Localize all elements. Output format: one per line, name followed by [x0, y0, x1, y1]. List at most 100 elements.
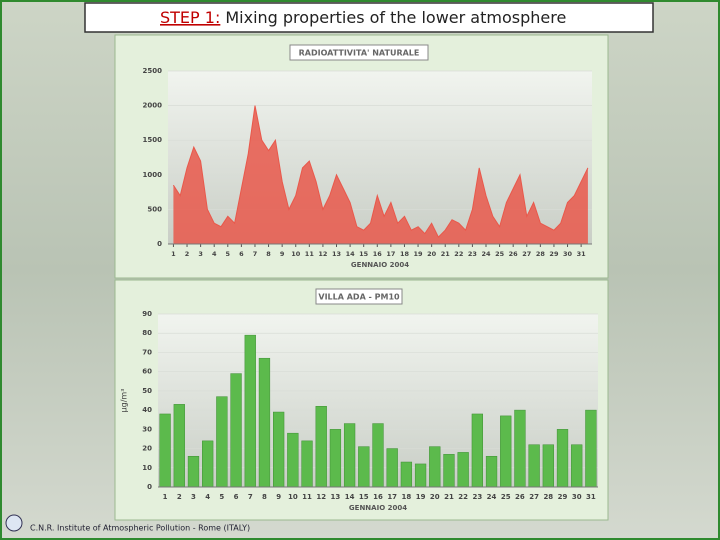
bar — [329, 429, 342, 488]
bar — [187, 455, 200, 488]
bar — [343, 423, 356, 488]
x-tick-label: 30 — [572, 493, 582, 501]
x-tick-label: 3 — [198, 250, 203, 258]
bar — [528, 444, 540, 488]
y-tick-label: 40 — [142, 406, 152, 414]
y-tick-label: 0 — [157, 240, 162, 248]
y-tick-label: 10 — [142, 464, 152, 472]
x-tick-label: 4 — [205, 493, 210, 501]
x-tick-label: 21 — [441, 250, 451, 258]
x-tick-label: 29 — [549, 250, 559, 258]
x-tick-label: 10 — [288, 493, 298, 501]
x-tick-label: 30 — [563, 250, 573, 258]
x-tick-label: 29 — [558, 493, 568, 501]
bar — [457, 452, 469, 488]
chart-title-box — [289, 44, 429, 61]
y-tick-label: 500 — [147, 205, 162, 213]
x-tick-label: 28 — [543, 493, 553, 501]
x-tick-label: 2 — [185, 250, 190, 258]
x-tick-label: 15 — [359, 493, 369, 501]
x-tick-label: 13 — [332, 250, 341, 258]
y-tick-label: 50 — [142, 387, 152, 395]
x-tick-label: 12 — [318, 250, 327, 258]
title-box — [84, 2, 654, 33]
x-tick-label: 17 — [387, 493, 397, 501]
bar — [556, 429, 569, 488]
x-tick-label: 16 — [373, 250, 383, 258]
x-tick-label: 13 — [331, 493, 341, 501]
x-tick-label: 10 — [291, 250, 301, 258]
bar — [571, 444, 583, 488]
logo — [5, 514, 23, 532]
x-tick-label: 7 — [253, 250, 258, 258]
x-tick-label: 2 — [177, 493, 182, 501]
x-tick-label: 27 — [522, 250, 531, 258]
bar — [301, 440, 313, 488]
x-tick-label: 15 — [359, 250, 369, 258]
x-tick-label: 23 — [472, 493, 482, 501]
bar — [443, 454, 455, 488]
chart-title-box — [315, 288, 403, 305]
title-step: STEP 1: — [160, 8, 220, 27]
y-tick-label: 90 — [142, 310, 152, 318]
x-tick-label: 7 — [248, 493, 253, 501]
x-tick-label: 22 — [454, 250, 463, 258]
y-tick-label: 1000 — [143, 171, 163, 179]
y-tick-label: 1500 — [143, 136, 163, 144]
x-tick-label: 12 — [316, 493, 326, 501]
bar — [273, 411, 285, 488]
x-tick-label: 19 — [416, 493, 426, 501]
area-fill — [173, 105, 588, 244]
x-tick-label: 1 — [163, 493, 168, 501]
y-tick-label: 70 — [142, 348, 152, 356]
slide-title: STEP 1: Mixing properties of the lower at… — [160, 8, 566, 27]
bar — [514, 409, 526, 488]
bar — [542, 444, 554, 488]
x-tick-label: 24 — [481, 250, 491, 258]
x-tick-label: 18 — [402, 493, 412, 501]
area-line — [172, 105, 589, 238]
x-tick-label: 9 — [280, 250, 285, 258]
x-axis-label: GENNAIO 2004 — [351, 261, 409, 269]
title-text: Mixing properties of the lower atmospher… — [225, 8, 566, 27]
chart-title: RADIOATTIVITA' NATURALE — [299, 49, 420, 58]
x-tick-label: 22 — [458, 493, 468, 501]
bar — [414, 463, 427, 488]
bar — [471, 413, 483, 488]
x-tick-label: 20 — [430, 493, 440, 501]
y-tick-label: 0 — [147, 483, 152, 491]
bar — [159, 413, 171, 488]
x-tick-label: 11 — [302, 493, 312, 501]
footer: C.N.R. Institute of Atmospheric Pollutio… — [30, 524, 250, 533]
x-tick-label: 1 — [171, 250, 176, 258]
x-tick-label: 26 — [515, 493, 525, 501]
bar — [429, 446, 441, 488]
bar — [244, 334, 256, 488]
x-axis-label: GENNAIO 2004 — [349, 504, 407, 512]
x-tick-label: 5 — [226, 250, 231, 258]
x-tick-label: 19 — [414, 250, 424, 258]
y-tick-label: 2000 — [143, 102, 163, 110]
x-tick-label: 11 — [305, 250, 315, 258]
x-tick-label: 18 — [400, 250, 410, 258]
x-tick-label: 4 — [212, 250, 217, 258]
bar — [372, 423, 384, 488]
x-tick-label: 6 — [234, 493, 239, 501]
x-tick-label: 16 — [373, 493, 383, 501]
y-tick-label: 2500 — [143, 67, 163, 75]
x-tick-label: 23 — [468, 250, 477, 258]
bar — [386, 448, 398, 488]
bar — [485, 455, 498, 488]
bar — [287, 432, 299, 488]
bar — [258, 357, 271, 488]
bar — [173, 404, 185, 488]
y-axis-label: µg/m³ — [120, 389, 129, 413]
x-tick-label: 27 — [529, 493, 539, 501]
bar — [216, 396, 228, 488]
y-tick-label: 60 — [142, 368, 152, 376]
x-tick-label: 28 — [536, 250, 546, 258]
bar — [230, 373, 242, 488]
x-tick-label: 8 — [266, 250, 271, 258]
x-tick-label: 3 — [191, 493, 196, 501]
